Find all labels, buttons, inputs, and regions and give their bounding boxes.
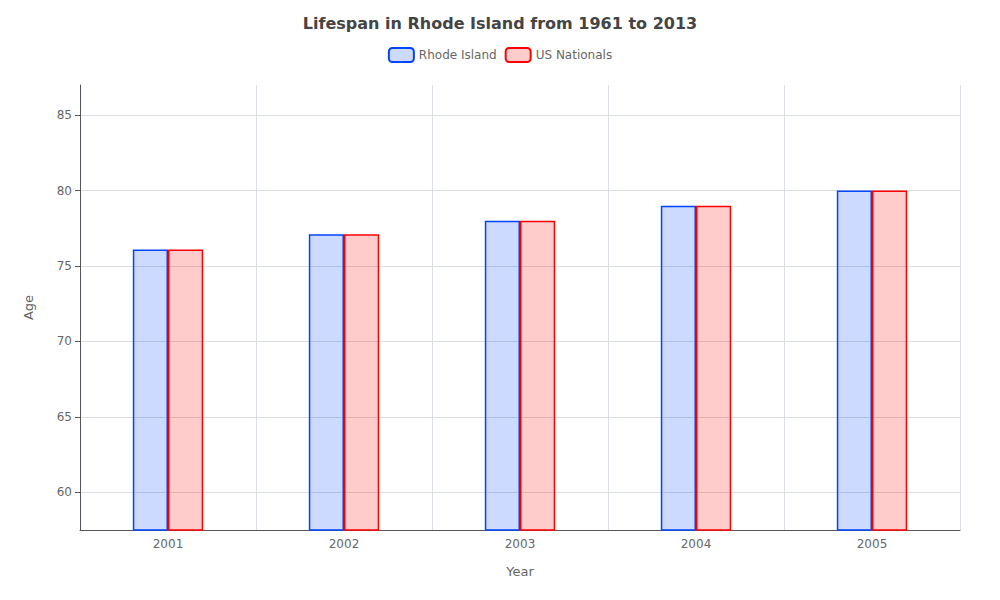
svg-text:2001: 2001 bbox=[153, 537, 184, 551]
svg-text:Rhode Island: Rhode Island bbox=[419, 48, 497, 62]
svg-text:Age: Age bbox=[21, 295, 36, 320]
svg-text:Lifespan in Rhode Island from: Lifespan in Rhode Island from 1961 to 20… bbox=[303, 14, 697, 33]
svg-text:2002: 2002 bbox=[329, 537, 360, 551]
svg-text:70: 70 bbox=[57, 334, 72, 348]
svg-text:65: 65 bbox=[57, 410, 72, 424]
svg-text:2004: 2004 bbox=[681, 537, 712, 551]
svg-text:2003: 2003 bbox=[505, 537, 536, 551]
svg-text:60: 60 bbox=[57, 485, 72, 499]
svg-text:2005: 2005 bbox=[857, 537, 888, 551]
svg-text:US Nationals: US Nationals bbox=[536, 48, 612, 62]
svg-text:80: 80 bbox=[57, 184, 72, 198]
svg-text:75: 75 bbox=[57, 259, 72, 273]
svg-text:85: 85 bbox=[57, 108, 72, 122]
svg-text:Year: Year bbox=[505, 564, 534, 579]
